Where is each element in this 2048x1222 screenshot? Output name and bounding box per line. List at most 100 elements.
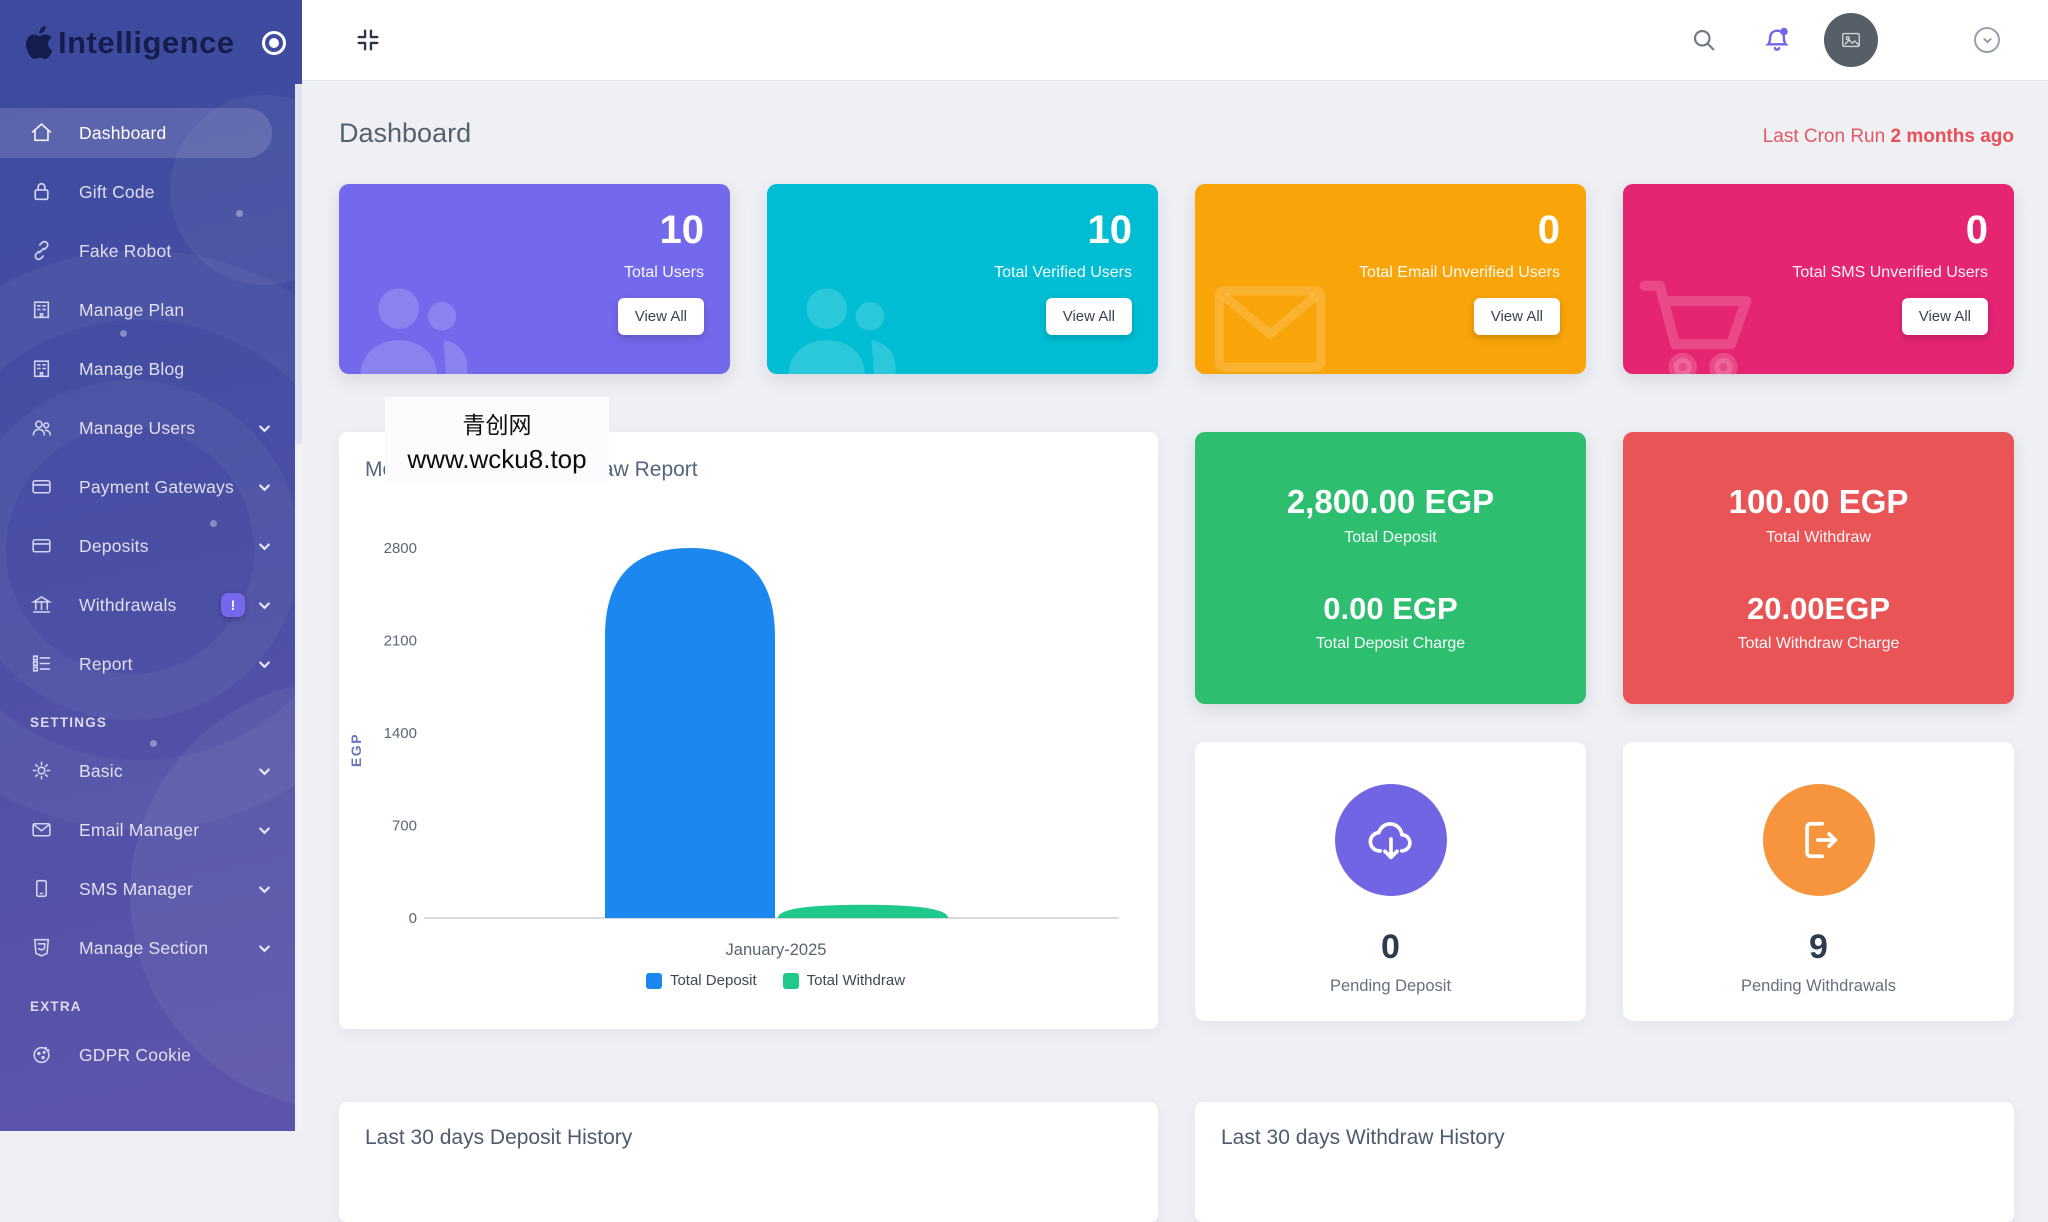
total-withdraw-card: 100.00 EGP Total Withdraw 20.00EGP Total… xyxy=(1623,432,2014,704)
pending-withdrawals-value: 9 xyxy=(1623,928,2014,967)
stat-value: 0 xyxy=(1966,210,1988,250)
stat-value: 10 xyxy=(660,210,705,250)
sidebar-item-email-manager[interactable]: Email Manager xyxy=(0,805,302,855)
page-title: Dashboard xyxy=(339,118,471,149)
withdraw-history-title: Last 30 days Withdraw History xyxy=(1221,1126,1988,1150)
sidebar-scrollbar[interactable] xyxy=(295,84,302,1131)
withdraw-history-card: Last 30 days Withdraw History xyxy=(1195,1102,2014,1222)
sidebar-item-deposits[interactable]: Deposits xyxy=(0,521,302,571)
deposit-withdraw-report-card: 青创网 www.wcku8.top Monthly Deposit & With… xyxy=(339,432,1158,1029)
sidebar-item-manage-section[interactable]: Manage Section xyxy=(0,923,302,973)
legend-item-deposit[interactable]: Total Deposit xyxy=(646,972,757,989)
sidebar-item-label: Email Manager xyxy=(79,820,199,841)
sidebar-item-withdrawals[interactable]: Withdrawals ! xyxy=(0,580,302,630)
sidebar-item-label: Manage Plan xyxy=(79,300,184,321)
sidebar-item-basic[interactable]: Basic xyxy=(0,746,302,796)
sidebar-item-manage-plan[interactable]: Manage Plan xyxy=(0,285,302,335)
stat-card-sms-unverified-users: 0 Total SMS Unverified Users View All xyxy=(1623,184,2014,374)
sidebar-item-label: Report xyxy=(79,654,133,675)
sidebar-item-gift-code[interactable]: Gift Code xyxy=(0,167,302,217)
cron-label: Last Cron Run xyxy=(1763,126,1886,147)
view-all-button[interactable]: View All xyxy=(1046,298,1132,335)
legend-item-withdraw[interactable]: Total Withdraw xyxy=(783,972,905,989)
credit-card-icon xyxy=(30,534,54,558)
sidebar-item-label: Payment Gateways xyxy=(79,477,234,498)
total-withdraw-amount: 100.00 EGP xyxy=(1729,483,1909,521)
building-icon xyxy=(30,298,54,322)
cron-status: Last Cron Run 2 months ago xyxy=(1763,126,2014,148)
sidebar-scrollbar-thumb[interactable] xyxy=(295,84,302,444)
svg-text:2100: 2100 xyxy=(384,633,417,650)
sidebar-nav: Dashboard Gift Code Fake Robot Manage Pl… xyxy=(0,108,302,1080)
total-withdraw-charge-label: Total Withdraw Charge xyxy=(1738,635,1900,653)
bell-icon[interactable] xyxy=(1762,25,1792,55)
sidebar-item-label: Dashboard xyxy=(79,123,166,144)
sidebar-item-manage-blog[interactable]: Manage Blog xyxy=(0,344,302,394)
legend-label: Total Deposit xyxy=(670,972,757,989)
total-deposit-label: Total Deposit xyxy=(1344,529,1437,547)
report-list-icon xyxy=(30,652,54,676)
cron-value: 2 months ago xyxy=(1890,126,2014,147)
sidebar-item-fake-robot[interactable]: Fake Robot xyxy=(0,226,302,276)
users-icon xyxy=(30,416,54,440)
lock-icon xyxy=(30,180,54,204)
chart-bar-0[interactable] xyxy=(605,548,775,918)
svg-text:0: 0 xyxy=(409,910,417,927)
svg-text:700: 700 xyxy=(392,818,417,835)
watermark-overlay: 青创网 www.wcku8.top xyxy=(385,397,609,483)
bar-chart: 2800 2100 1400 700 0 EGP January-2025 xyxy=(339,510,1158,970)
sidebar-section-settings: SETTINGS xyxy=(0,715,302,730)
view-all-button[interactable]: View All xyxy=(618,298,704,335)
users-icon xyxy=(781,268,903,374)
stat-label: Total Users xyxy=(624,264,704,282)
users-icon xyxy=(353,268,475,374)
view-all-button[interactable]: View All xyxy=(1474,298,1560,335)
sidebar-item-report[interactable]: Report xyxy=(0,639,302,689)
legend-swatch xyxy=(646,973,662,989)
sidebar-collapse-icon[interactable] xyxy=(354,26,382,54)
sidebar-item-label: Withdrawals xyxy=(79,595,177,616)
home-icon xyxy=(30,121,54,145)
sidebar-toggle-icon[interactable] xyxy=(262,31,286,55)
pending-deposit-label: Pending Deposit xyxy=(1195,977,1586,996)
chevron-down-icon xyxy=(257,421,272,436)
total-withdraw-charge: 20.00EGP xyxy=(1747,591,1890,627)
sidebar-item-label: Manage Blog xyxy=(79,359,184,380)
total-deposit-amount: 2,800.00 EGP xyxy=(1287,483,1494,521)
chart-bar-1[interactable] xyxy=(778,905,948,918)
chevron-down-circle-icon[interactable] xyxy=(1974,27,2000,53)
stat-label: Total Email Unverified Users xyxy=(1359,264,1560,282)
stat-value: 0 xyxy=(1538,210,1560,250)
brand-logo: Intelligence xyxy=(0,0,302,86)
envelope-icon xyxy=(1209,268,1331,374)
chevron-down-icon xyxy=(257,657,272,672)
pending-withdrawals-card: 9 Pending Withdrawals xyxy=(1623,742,2014,1021)
pending-deposit-card: 0 Pending Deposit xyxy=(1195,742,1586,1021)
watermark-line2: www.wcku8.top xyxy=(407,444,586,475)
total-deposit-charge: 0.00 EGP xyxy=(1323,591,1457,627)
sidebar-item-sms-manager[interactable]: SMS Manager xyxy=(0,864,302,914)
chevron-down-icon xyxy=(257,598,272,613)
chevron-down-icon xyxy=(257,823,272,838)
sidebar-item-gdpr-cookie[interactable]: GDPR Cookie xyxy=(0,1030,302,1080)
stat-label: Total Verified Users xyxy=(994,264,1132,282)
topbar xyxy=(302,0,2048,80)
legend-label: Total Withdraw xyxy=(807,972,905,989)
sidebar-item-payment-gateways[interactable]: Payment Gateways xyxy=(0,462,302,512)
sidebar-item-label: GDPR Cookie xyxy=(79,1045,191,1066)
stat-card-email-unverified-users: 0 Total Email Unverified Users View All xyxy=(1195,184,1586,374)
alert-badge: ! xyxy=(221,593,245,617)
avatar[interactable] xyxy=(1824,13,1878,67)
watermark-line1: 青创网 xyxy=(463,406,532,440)
sidebar-item-manage-users[interactable]: Manage Users xyxy=(0,403,302,453)
stat-value: 10 xyxy=(1088,210,1133,250)
pending-deposit-value: 0 xyxy=(1195,928,1586,967)
chevron-down-icon xyxy=(257,539,272,554)
sidebar-item-dashboard[interactable]: Dashboard xyxy=(0,108,272,158)
sidebar-item-label: Manage Section xyxy=(79,938,208,959)
search-icon[interactable] xyxy=(1690,26,1718,54)
bank-icon xyxy=(30,593,54,617)
deposit-history-card: Last 30 days Deposit History xyxy=(339,1102,1158,1222)
view-all-button[interactable]: View All xyxy=(1902,298,1988,335)
credit-card-icon xyxy=(30,475,54,499)
